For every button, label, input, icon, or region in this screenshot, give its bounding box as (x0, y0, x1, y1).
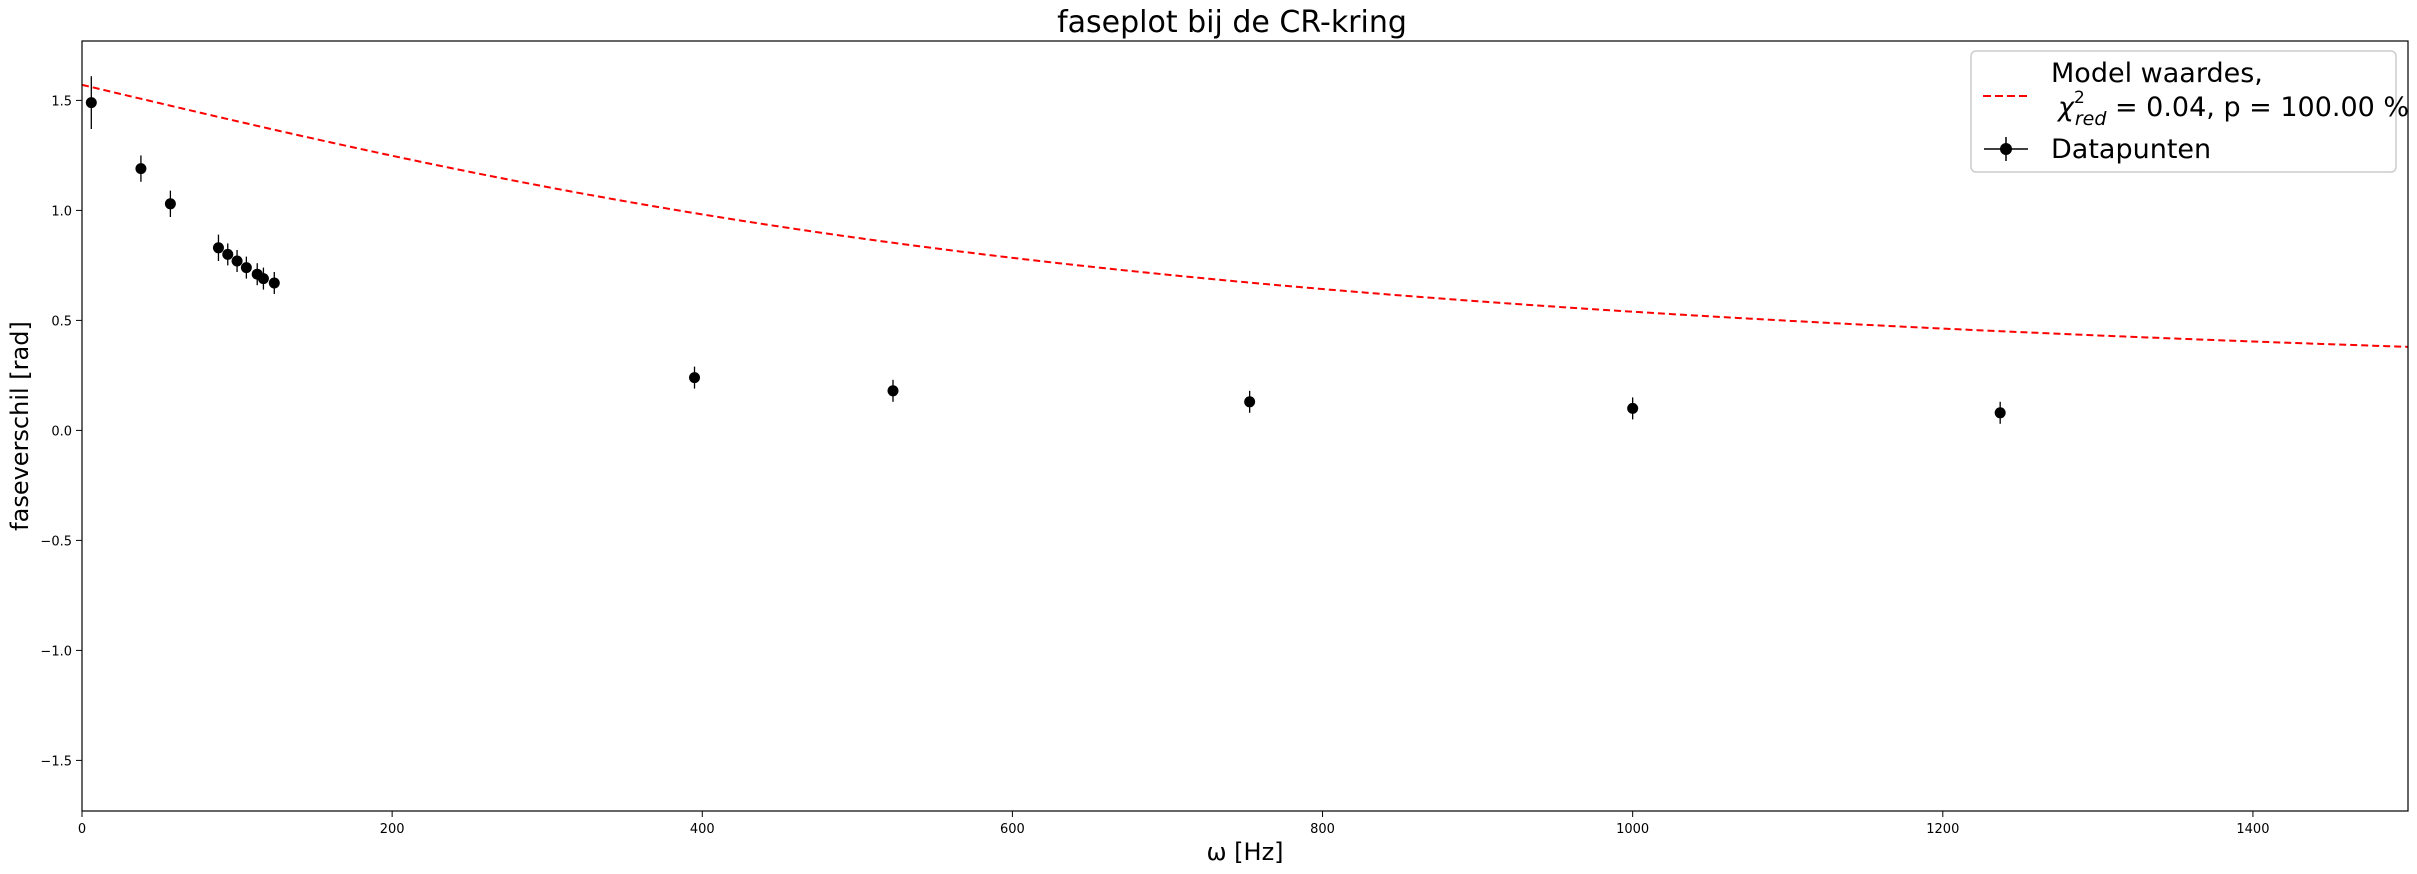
x-tick-label: 200 (380, 822, 405, 837)
data-point (268, 277, 280, 289)
y-axis-label: faseverschil [rad] (6, 321, 34, 531)
x-tick-label: 0 (78, 822, 86, 837)
y-tick-label: 1.5 (51, 94, 72, 109)
legend-chi-symbol: χ (2056, 92, 2075, 123)
data-point (1627, 402, 1639, 414)
y-tick-label: −1.5 (40, 754, 72, 769)
y-tick-label: −1.0 (40, 644, 72, 659)
x-axis-label: ω [Hz] (1206, 838, 1283, 866)
data-point (231, 255, 243, 267)
x-tick-label: 400 (690, 822, 715, 837)
legend-model-label-line1: Model waardes, (2051, 58, 2263, 89)
chart-title: faseplot bij de CR-kring (1057, 5, 1407, 40)
data-point (222, 248, 234, 260)
data-point (212, 242, 224, 254)
plot-frame (81, 40, 2409, 812)
y-tick-label: −0.5 (40, 534, 72, 549)
y-axis-ticks: −1.5 −1.0 −0.5 0.0 0.5 1.0 1.5 (40, 94, 82, 769)
data-point (85, 97, 97, 109)
legend-datapoints-marker (2000, 143, 2012, 155)
data-point (257, 273, 269, 285)
data-point (1244, 396, 1256, 408)
data-point (689, 372, 701, 384)
y-tick-label: 1.0 (51, 204, 72, 219)
legend: Model waardes, χ2 red = 0.04, p = 100.00 … (1970, 50, 2409, 173)
data-point (887, 385, 899, 397)
legend-box (1970, 50, 2397, 173)
model-curve (82, 83, 2408, 348)
y-tick-label: 0.5 (51, 314, 72, 329)
x-tick-label: 800 (1310, 822, 1335, 837)
data-point (240, 262, 252, 274)
legend-datapoints-label: Datapunten (2051, 134, 2211, 165)
legend-chi-subscript: red (2075, 108, 2108, 130)
x-tick-label: 1200 (1926, 822, 1959, 837)
data-point (1994, 407, 2006, 419)
x-tick-label: 1400 (2236, 822, 2269, 837)
x-tick-label: 600 (1000, 822, 1025, 837)
legend-chi-value: = 0.04, p = 100.00 % (2106, 92, 2409, 123)
x-axis-ticks: 0 200 400 600 800 1000 1200 1400 (78, 811, 2269, 837)
data-point (164, 198, 176, 210)
legend-chi-superscript: 2 (2074, 88, 2085, 108)
legend-model-label-line2: χ2 red = 0.04, p = 100.00 % (2056, 88, 2409, 130)
y-tick-label: 0.0 (51, 424, 72, 439)
data-point (135, 163, 147, 175)
x-tick-label: 1000 (1616, 822, 1649, 837)
